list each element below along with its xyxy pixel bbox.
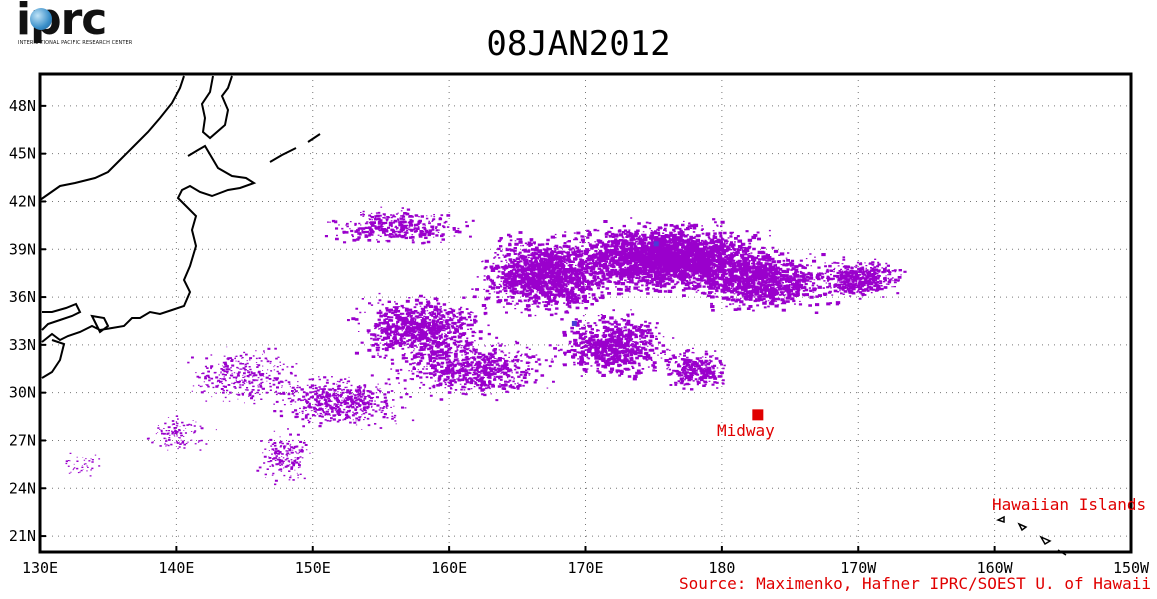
lat-tick-label: 21N — [9, 527, 36, 545]
debris-accent — [571, 320, 577, 326]
japan-coastline — [39, 75, 257, 379]
lat-tick-label: 36N — [9, 288, 36, 306]
lon-tick-label: 140E — [158, 559, 194, 577]
midway-label: Midway — [717, 421, 775, 440]
axis-ticks: 130E 140E 150E 160E 170E 180 170W 160W 150W 48N 45… — [9, 97, 1150, 577]
debris-field — [65, 206, 907, 486]
source-credit: Source: Maximenko, Hafner IPRC/SOEST U. … — [679, 574, 1151, 593]
debris-accent — [653, 241, 659, 247]
lat-tick-label: 30N — [9, 384, 36, 402]
coastlines — [39, 75, 1067, 556]
kuril-islands — [269, 133, 321, 163]
lat-tick-label: 33N — [9, 336, 36, 354]
lon-tick-label: 160W — [977, 559, 1014, 577]
lon-tick-label: 150W — [1113, 559, 1150, 577]
lon-tick-label: 150E — [295, 559, 331, 577]
lat-tick-label: 45N — [9, 145, 36, 163]
lat-tick-label: 48N — [9, 97, 36, 115]
lat-tick-label: 39N — [9, 240, 36, 258]
lon-tick-label: 160E — [431, 559, 467, 577]
iprc-logo: iprc INTERNATIONAL PACIFIC RESEARCH CENT… — [16, 0, 132, 50]
globe-icon — [30, 8, 52, 30]
lon-tick-label: 170W — [840, 559, 877, 577]
map-title: 08JAN2012 — [486, 24, 671, 64]
lat-tick-label: 24N — [9, 479, 36, 497]
debris-particles — [65, 206, 907, 486]
lon-tick-label: 180 — [708, 559, 735, 577]
lon-tick-label: 130E — [22, 559, 58, 577]
hawaii-label: Hawaiian Islands — [992, 495, 1146, 514]
map-annotations: Midway Hawaiian Islands Source: Maximenk… — [679, 409, 1151, 593]
lat-tick-label: 42N — [9, 192, 36, 210]
logo-subtitle: INTERNATIONAL PACIFIC RESEARCH CENTER — [18, 40, 133, 46]
lat-tick-label: 27N — [9, 431, 36, 449]
hawaiian-islands-shape — [996, 515, 1067, 556]
midway-marker — [752, 409, 764, 421]
lon-tick-label: 170E — [567, 559, 603, 577]
